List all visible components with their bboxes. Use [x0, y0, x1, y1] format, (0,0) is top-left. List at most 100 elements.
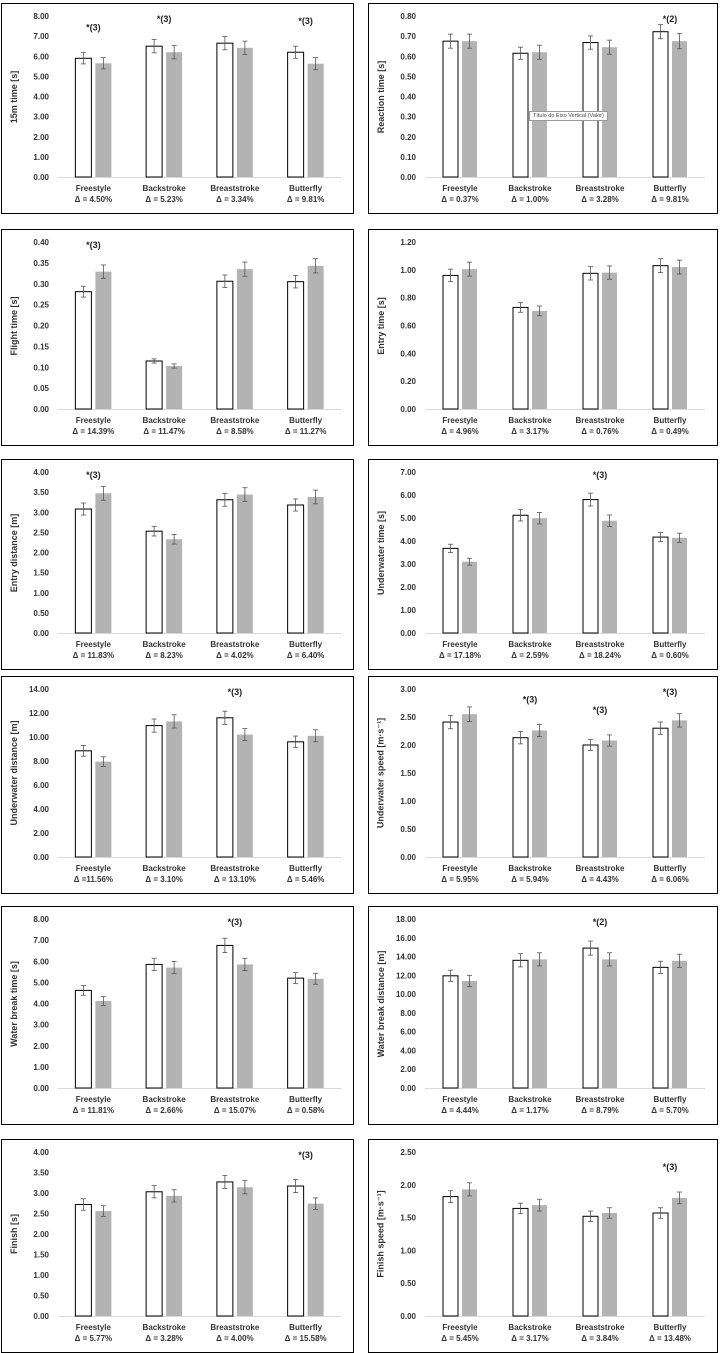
- significance-label: *(3): [86, 240, 101, 250]
- bar-series-2: [166, 721, 183, 857]
- bar-chart: 0.00 2.00 4.00 6.00 8.00 10.00 12.00 14.00 16.00…: [396, 915, 705, 1115]
- y-tick-label: 2.00: [400, 583, 416, 592]
- significance-label: *(2): [593, 917, 608, 927]
- bar-series-1: [512, 737, 529, 858]
- bar-series-1: [216, 1181, 234, 1317]
- y-tick-label: 0.60: [400, 52, 416, 61]
- y-tick-label: 0.40: [400, 349, 416, 358]
- delta-label: Δ = 11.27%: [285, 427, 327, 436]
- delta-label: Δ = 3.17%: [511, 1334, 549, 1343]
- x-tick-label: Butterfly: [289, 640, 322, 649]
- x-tick-label: Breaststroke: [210, 1095, 259, 1104]
- y-tick-label: 2.00: [33, 1042, 49, 1051]
- y-tick-label: 0.50: [400, 825, 416, 834]
- y-tick-label: 3.50: [33, 1169, 49, 1178]
- x-tick-label: Backstroke: [508, 416, 552, 425]
- x-tick-label: Backstroke: [143, 864, 187, 873]
- y-axis-title: Finish speed [m·s⁻¹]: [375, 1190, 386, 1278]
- chart-panel: 0.00 2.00 4.00 6.00 8.00 10.00 12.00 14.00 Frees…: [1, 676, 354, 894]
- y-tick-label: 0.30: [400, 113, 416, 122]
- significance-label: *(2): [663, 14, 678, 24]
- x-tick-label: Backstroke: [508, 1323, 552, 1332]
- y-tick-label: 0.00: [33, 853, 49, 862]
- x-tick-label: Breaststroke: [210, 184, 259, 193]
- bar-series-2: [236, 269, 253, 409]
- bar-chart: 0.00 0.50 1.00 1.50 2.00 2.50 3.00 3.50 4.00 Free…: [33, 1148, 341, 1343]
- delta-label: Δ = 4.50%: [75, 195, 113, 204]
- delta-label: Δ = 0.60%: [651, 651, 689, 660]
- bar-series-1: [582, 947, 599, 1089]
- y-tick-label: 3.00: [33, 1021, 49, 1030]
- y-tick-label: 6.00: [400, 491, 416, 500]
- y-tick-label: 4.00: [33, 805, 49, 814]
- bar-series-1: [216, 944, 234, 1089]
- bar-series-1: [145, 530, 163, 634]
- y-tick-label: 0.15: [33, 342, 49, 351]
- y-tick-label: 18.00: [396, 915, 417, 924]
- x-tick-label: Butterfly: [289, 184, 322, 193]
- delta-label: Δ = 3.34%: [216, 195, 254, 204]
- y-tick-label: 1.00: [400, 606, 416, 615]
- y-tick-label: 2.00: [400, 1065, 416, 1074]
- bar-chart: 0.00 1.00 2.00 3.00 4.00 5.00 6.00 7.00 8.00 *(3)…: [33, 12, 341, 204]
- y-tick-label: 4.00: [400, 537, 416, 546]
- y-tick-label: 16.00: [396, 934, 417, 943]
- delta-label: Δ = 3.84%: [581, 1334, 619, 1343]
- y-tick-label: 0.20: [400, 377, 416, 386]
- y-tick-label: 3.00: [400, 685, 416, 694]
- bar-series-1: [652, 1212, 669, 1317]
- delta-label: Δ = 4.00%: [216, 1334, 254, 1343]
- bar-series-2: [532, 518, 547, 633]
- delta-label: Δ = 5.23%: [145, 195, 183, 204]
- y-tick-label: 0.20: [400, 133, 416, 142]
- bar-series-1: [145, 1191, 163, 1317]
- y-tick-label: 1.00: [33, 1063, 49, 1072]
- y-tick-label: 5.00: [400, 514, 416, 523]
- bar-chart: 0.00 0.50 1.00 1.50 2.00 2.50 3.00 Freestyle Δ =…: [400, 685, 705, 884]
- x-tick-label: Breaststroke: [576, 416, 625, 425]
- delta-label: Δ = 9.81%: [651, 195, 689, 204]
- bar-series-2: [236, 494, 253, 633]
- bar-series-2: [95, 1211, 112, 1316]
- significance-label: *(3): [86, 23, 101, 33]
- y-tick-label: 7.00: [33, 32, 49, 41]
- bar-series-2: [307, 496, 324, 633]
- bar-series-1: [145, 45, 163, 178]
- x-tick-label: Backstroke: [508, 1095, 552, 1104]
- y-tick-label: 0.30: [33, 280, 49, 289]
- bar-series-1: [287, 1185, 305, 1317]
- bar-series-2: [532, 1205, 547, 1316]
- bar-series-2: [95, 271, 112, 409]
- bar-series-1: [216, 42, 234, 178]
- y-tick-label: 1.50: [400, 1214, 416, 1223]
- y-tick-label: 0.50: [33, 1292, 49, 1301]
- delta-label: Δ = 15.58%: [285, 1334, 327, 1343]
- bar-series-2: [672, 537, 687, 633]
- bar-series-1: [74, 1203, 92, 1317]
- y-tick-label: 10.00: [29, 733, 50, 742]
- bar-series-1: [582, 42, 599, 178]
- delta-label: Δ = 6.40%: [287, 651, 325, 660]
- delta-label: Δ = 0.76%: [581, 427, 619, 436]
- bar-series-1: [652, 727, 669, 858]
- y-tick-label: 0.00: [400, 173, 416, 182]
- bar-series-1: [512, 306, 529, 410]
- y-tick-label: 2.50: [33, 528, 49, 537]
- bar-series-1: [652, 966, 669, 1089]
- x-tick-label: Backstroke: [143, 416, 187, 425]
- y-tick-label: 0.00: [400, 629, 416, 638]
- delta-label: Δ = 11.83%: [73, 651, 115, 660]
- bar-series-1: [74, 508, 92, 634]
- bar-series-2: [532, 959, 547, 1088]
- significance-label: *(3): [86, 470, 101, 480]
- x-tick-label: Breaststroke: [576, 1095, 625, 1104]
- y-tick-label: 2.00: [33, 133, 49, 142]
- bar-series-1: [216, 499, 234, 634]
- bar-series-2: [602, 520, 617, 633]
- y-tick-label: 0.40: [33, 238, 49, 247]
- delta-label: Δ = 6.06%: [651, 875, 689, 884]
- y-tick-label: 0.50: [400, 72, 416, 81]
- bar-series-2: [166, 1195, 183, 1316]
- bar-series-2: [307, 265, 324, 409]
- y-tick-label: 0.50: [33, 609, 49, 618]
